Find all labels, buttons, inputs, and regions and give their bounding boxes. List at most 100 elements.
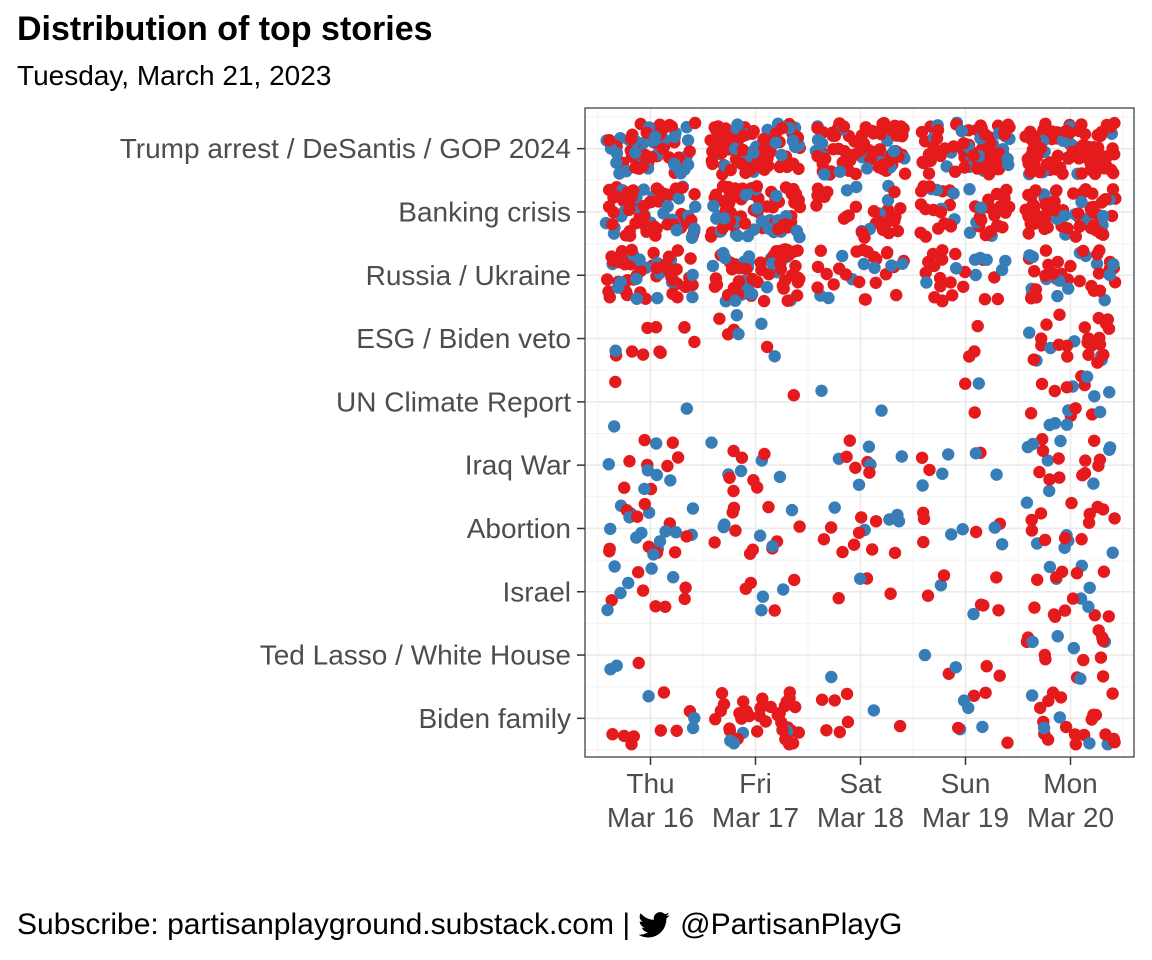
- data-point: [775, 148, 788, 162]
- subscribe-link[interactable]: Subscribe: partisanplayground.substack.c…: [17, 908, 631, 941]
- data-point: [727, 737, 741, 750]
- data-point: [715, 146, 728, 160]
- data-point: [790, 289, 804, 302]
- data-point: [623, 455, 636, 468]
- data-point: [972, 377, 985, 390]
- data-point: [1025, 524, 1039, 537]
- data-point: [730, 309, 743, 322]
- data-point: [1041, 454, 1055, 467]
- data-point: [980, 660, 993, 673]
- data-point: [1025, 292, 1038, 305]
- data-point: [757, 294, 771, 308]
- data-point: [888, 185, 901, 199]
- data-point: [875, 404, 888, 417]
- data-point: [647, 246, 660, 260]
- y-tick-label: Abortion: [467, 513, 571, 544]
- data-point: [1091, 356, 1104, 369]
- data-point: [630, 292, 643, 305]
- data-point: [688, 335, 701, 349]
- data-point: [727, 484, 740, 498]
- data-point: [927, 140, 940, 154]
- data-point: [990, 571, 1003, 584]
- data-point: [962, 701, 975, 715]
- data-point: [1052, 452, 1065, 465]
- data-point: [791, 276, 805, 289]
- data-point: [747, 146, 760, 159]
- data-point: [1034, 507, 1048, 520]
- data-point: [967, 607, 980, 621]
- data-point: [743, 709, 756, 723]
- data-point: [869, 515, 883, 528]
- data-point: [749, 160, 762, 173]
- data-point: [888, 546, 902, 560]
- data-point: [1082, 348, 1095, 361]
- data-point: [755, 317, 768, 330]
- data-point: [893, 719, 907, 733]
- data-point: [1099, 151, 1113, 165]
- data-point: [1001, 118, 1015, 131]
- data-point: [686, 290, 699, 304]
- data-point: [867, 704, 880, 717]
- data-point: [606, 728, 619, 741]
- data-point: [679, 280, 692, 294]
- data-point: [751, 725, 764, 738]
- data-point: [849, 200, 863, 213]
- data-point: [1027, 353, 1041, 366]
- data-point: [736, 143, 750, 157]
- data-point: [1092, 624, 1105, 637]
- data-point: [815, 693, 829, 706]
- data-point: [678, 321, 691, 334]
- data-point: [1075, 118, 1088, 131]
- data-point: [944, 276, 957, 289]
- data-point: [984, 137, 997, 150]
- data-point: [842, 164, 856, 177]
- twitter-handle[interactable]: @PartisanPlayG: [680, 908, 903, 941]
- data-point: [629, 146, 642, 159]
- data-point: [766, 201, 779, 214]
- data-point: [735, 157, 748, 170]
- data-point: [852, 478, 866, 491]
- data-point: [705, 436, 718, 449]
- data-point: [972, 159, 985, 172]
- data-point: [821, 185, 834, 199]
- data-point: [918, 648, 932, 662]
- data-point: [836, 545, 849, 559]
- data-point: [603, 545, 616, 558]
- data-point: [630, 531, 643, 544]
- data-point: [750, 202, 764, 215]
- data-point: [859, 293, 872, 306]
- data-point: [623, 203, 636, 217]
- data-point: [828, 501, 841, 514]
- data-point: [838, 145, 851, 158]
- data-point: [1077, 653, 1090, 667]
- data-point: [667, 571, 680, 584]
- data-point: [672, 192, 685, 205]
- data-point: [685, 231, 699, 244]
- data-point: [625, 738, 638, 751]
- data-point: [793, 200, 807, 214]
- data-point: [737, 695, 750, 708]
- data-point: [934, 280, 947, 293]
- data-point: [828, 694, 841, 707]
- y-tick-label: Iraq War: [465, 450, 571, 481]
- data-point: [723, 722, 736, 735]
- data-point: [615, 245, 629, 258]
- data-point: [669, 526, 683, 539]
- data-point: [891, 508, 904, 522]
- data-point: [1053, 711, 1067, 724]
- data-point: [657, 686, 671, 699]
- data-point: [631, 510, 644, 523]
- data-point: [811, 281, 824, 294]
- data-point: [917, 512, 931, 526]
- data-point: [1023, 206, 1037, 219]
- data-point: [783, 686, 796, 699]
- data-point: [617, 729, 631, 743]
- data-point: [975, 213, 988, 227]
- data-point: [1039, 244, 1053, 257]
- data-point: [942, 448, 955, 461]
- data-point: [825, 670, 838, 684]
- data-point: [671, 244, 684, 257]
- data-point: [992, 604, 1005, 617]
- data-points: [599, 116, 1122, 751]
- data-point: [1060, 418, 1074, 431]
